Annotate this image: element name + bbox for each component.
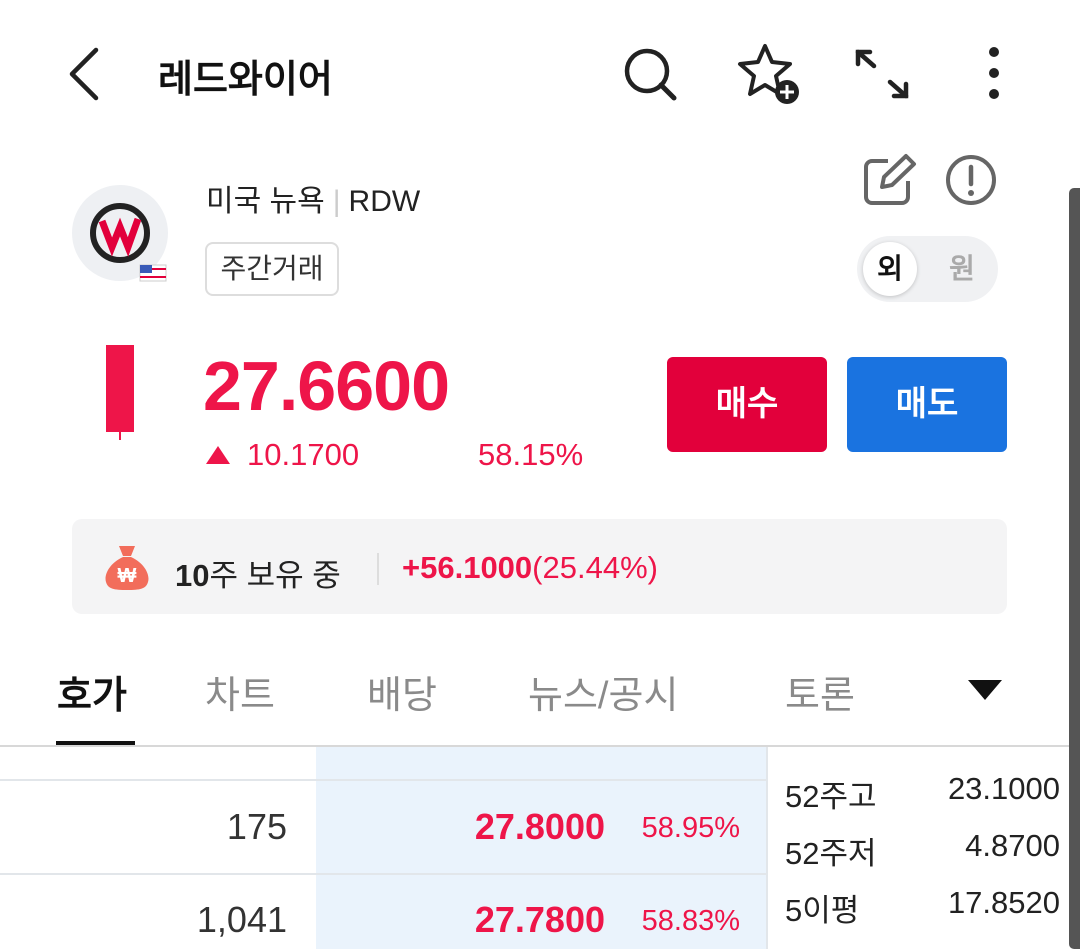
panel-divider xyxy=(766,747,768,949)
sell-button[interactable]: 매도 xyxy=(847,357,1007,452)
stat-label: 52주고 xyxy=(785,779,877,814)
row-divider xyxy=(0,873,766,875)
ask-price: 27.7800 xyxy=(474,899,605,940)
divider xyxy=(377,553,379,585)
shares-text: 주 보유 중 xyxy=(209,558,341,593)
ask-price: 27.8000 xyxy=(474,806,605,847)
stat-label: 5이평 xyxy=(785,893,860,928)
edit-button[interactable] xyxy=(862,153,918,207)
holding-profit: +56.1000(25.44%) xyxy=(402,550,658,586)
up-arrow xyxy=(206,446,230,464)
volume: 1,041 xyxy=(196,899,287,940)
holding-box[interactable] xyxy=(72,519,1007,614)
svg-text:₩: ₩ xyxy=(118,565,137,587)
favorite-button[interactable] xyxy=(735,40,805,108)
candle-icon xyxy=(106,345,134,440)
market-info: 미국 뉴욕 | RDW xyxy=(206,185,421,218)
tab-border xyxy=(0,745,1080,747)
more-button[interactable] xyxy=(983,44,1005,104)
page-title: 레드와이어 xyxy=(158,59,333,101)
scrollbar xyxy=(1069,188,1080,949)
money-bag-icon: ₩ xyxy=(105,546,149,590)
ask-percent: 58.83% xyxy=(641,905,740,937)
tab[interactable]: 토론 xyxy=(785,675,855,717)
buy-button[interactable]: 매수 xyxy=(667,357,827,452)
info-button[interactable] xyxy=(944,153,1000,209)
holding-shares: 10주 보유 중 xyxy=(175,550,341,595)
row-divider xyxy=(0,779,766,781)
volume: 175 xyxy=(226,806,287,847)
ask-percent: 58.95% xyxy=(641,812,740,844)
trading-badge: 주간거래 xyxy=(205,242,339,296)
currency-toggle[interactable]: 외 원 xyxy=(857,236,998,302)
tab[interactable]: 호가 xyxy=(57,675,127,717)
current-price: 27.6600 xyxy=(203,347,450,425)
change-percent: 58.15% xyxy=(478,437,584,472)
market: 미국 뉴욕 xyxy=(206,185,325,218)
stat-value: 4.8700 xyxy=(965,828,1060,863)
tab-dropdown[interactable] xyxy=(940,664,1010,720)
search-button[interactable] xyxy=(620,44,680,104)
shares-count: 10 xyxy=(175,558,210,593)
stat-label: 52주저 xyxy=(785,836,877,871)
stock-logo xyxy=(72,185,168,282)
tab[interactable]: 뉴스/공시 xyxy=(528,675,679,717)
profit-percent: (25.44%) xyxy=(532,550,658,585)
toggle-foreign[interactable]: 외 xyxy=(863,242,917,296)
expand-button[interactable] xyxy=(852,46,912,102)
tab[interactable]: 차트 xyxy=(205,675,275,717)
toggle-won[interactable]: 원 xyxy=(949,253,975,284)
back-button[interactable] xyxy=(62,46,106,102)
tab-indicator xyxy=(56,741,135,747)
stat-value: 17.8520 xyxy=(947,885,1060,920)
tab[interactable]: 배당 xyxy=(367,675,437,717)
price-change: 10.1700 xyxy=(247,437,360,472)
profit: +56.1000 xyxy=(402,550,533,585)
stat-value: 23.1000 xyxy=(947,771,1060,806)
ticker: RDW xyxy=(348,185,421,218)
